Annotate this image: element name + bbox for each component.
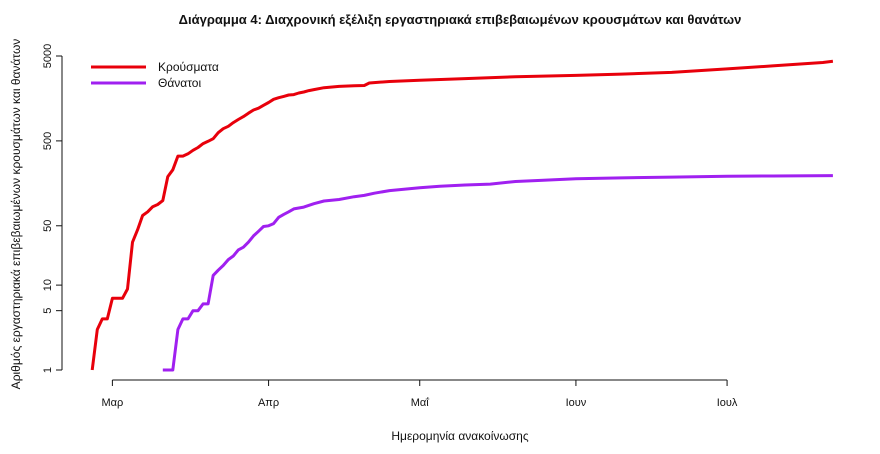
- y-tick-label: 5000: [42, 44, 54, 68]
- y-tick-label: 5: [42, 308, 54, 314]
- series-line-1: [90, 59, 834, 371]
- series-lines: [90, 59, 834, 372]
- x-tick-label: Μαΐ: [411, 397, 430, 409]
- x-tick-label: Ιουν: [566, 397, 587, 409]
- chart-title: Διάγραμμα 4: Διαχρονική εξέλιξη εργαστηρ…: [178, 12, 742, 27]
- x-tick-label: Ιουλ: [717, 397, 738, 409]
- x-axis-label: Ημερομηνία ανακοίνωσης: [391, 429, 529, 443]
- legend-label: Κρούσματα: [158, 60, 219, 74]
- y-tick-label: 1: [42, 367, 54, 373]
- y-tick-label: 10: [42, 279, 54, 291]
- y-tick-label: 500: [42, 132, 54, 150]
- x-tick-label: Απρ: [258, 397, 279, 409]
- axes: 1 5 10 50 500 5000 Μαρ Απρ Μαΐ Ιουν Ιουλ: [42, 44, 738, 409]
- legend: Κρούσματα Θάνατοι: [91, 60, 219, 90]
- legend-label: Θάνατοι: [158, 76, 201, 90]
- series-line-2: [162, 174, 833, 372]
- y-tick-label: 50: [42, 220, 54, 232]
- x-tick-label: Μαρ: [101, 397, 123, 409]
